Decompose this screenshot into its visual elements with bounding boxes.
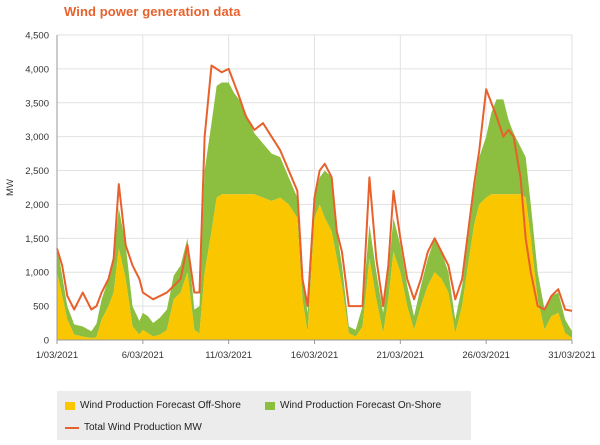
offshore-swatch bbox=[65, 401, 75, 410]
x-tick-label: 1/03/2021 bbox=[36, 350, 78, 361]
y-axis-title: MW bbox=[5, 179, 16, 196]
total-production-line bbox=[56, 64, 573, 312]
x-tick-label: 16/03/2021 bbox=[291, 350, 339, 361]
legend-item-onshore: Wind Production Forecast On-Shore bbox=[265, 400, 441, 411]
x-tick-label: 21/03/2021 bbox=[377, 350, 425, 361]
y-tick-label: 3,500 bbox=[25, 98, 49, 109]
legend-label-onshore: Wind Production Forecast On-Shore bbox=[280, 400, 442, 411]
onshore-swatch bbox=[265, 401, 275, 410]
y-tick-label: 2,500 bbox=[25, 166, 49, 177]
legend-label-total: Total Wind Production MW bbox=[84, 422, 202, 433]
y-tick-label: 4,500 bbox=[25, 31, 49, 42]
x-tick-label: 31/03/2021 bbox=[548, 350, 596, 361]
line-layer bbox=[56, 64, 573, 312]
x-tick-label: 26/03/2021 bbox=[462, 350, 510, 361]
x-tick-label: 11/03/2021 bbox=[205, 350, 252, 361]
y-tick-label: 500 bbox=[33, 302, 49, 313]
y-tick-label: 2,000 bbox=[25, 200, 49, 211]
y-tick-label: 1,000 bbox=[25, 268, 49, 279]
chart-title: Wind power generation data bbox=[64, 4, 241, 19]
axis-layer: 0 500 1,000 1,500 2,000 2,500 3,000 3,500 4,000 4… bbox=[5, 31, 596, 362]
chart-svg: 0 500 1,000 1,500 2,000 2,500 3,000 3,500 4,000 4… bbox=[5, 31, 596, 362]
y-tick-label: 1,500 bbox=[25, 234, 49, 245]
legend: Wind Production Forecast Off-Shore Wind … bbox=[57, 391, 471, 440]
y-tick-label: 3,000 bbox=[25, 132, 49, 143]
x-tick-label: 6/03/2021 bbox=[122, 350, 164, 361]
legend-label-offshore: Wind Production Forecast Off-Shore bbox=[80, 400, 241, 411]
total-line-swatch bbox=[65, 426, 79, 429]
legend-item-offshore: Wind Production Forecast Off-Shore bbox=[65, 400, 241, 411]
y-tick-label: 0 bbox=[44, 336, 49, 347]
legend-item-total: Total Wind Production MW bbox=[65, 422, 202, 433]
offshore-area bbox=[57, 194, 572, 340]
y-tick-label: 4,000 bbox=[25, 64, 49, 75]
